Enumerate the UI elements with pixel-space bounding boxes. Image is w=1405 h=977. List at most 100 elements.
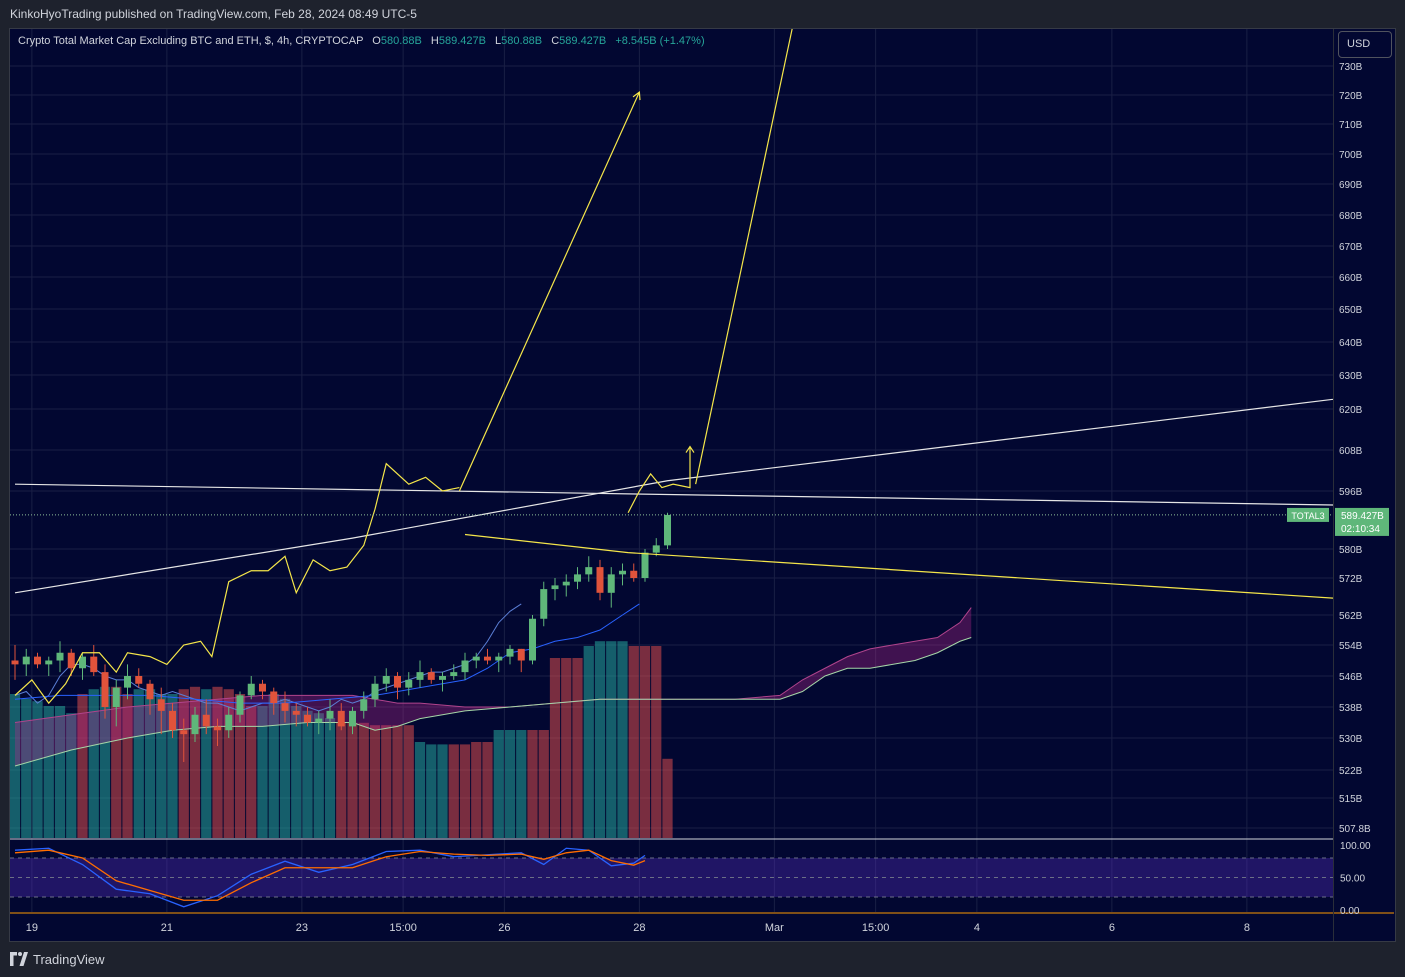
countdown-value: 02:10:34 <box>1341 524 1380 535</box>
volume-bar <box>54 706 66 838</box>
candle-body <box>529 618 536 661</box>
candle-body <box>641 552 649 578</box>
time-axis[interactable]: 19 21 23 15:00 26 28 Mar 15:00 4 6 8 <box>26 922 1250 934</box>
price-tick-label: 640B <box>1339 338 1363 349</box>
close-label: C <box>551 35 560 47</box>
candle-body <box>169 710 176 731</box>
candle-body <box>270 691 278 704</box>
volume-bar <box>628 646 639 838</box>
candle-body <box>326 710 334 719</box>
price-tick-label: 620B <box>1339 405 1363 416</box>
stoch-rsi-pane <box>10 847 1333 908</box>
volume-bar <box>133 689 144 838</box>
volume-bar <box>448 744 459 838</box>
open-label: O <box>372 35 381 47</box>
price-tick-label: 554B <box>1339 641 1363 652</box>
candle-body <box>34 656 41 665</box>
axis-separator <box>1333 29 1334 941</box>
time-tick-label: 8 <box>1244 922 1250 934</box>
candle-body <box>349 710 356 727</box>
volume-bar <box>279 698 291 838</box>
volume-bar <box>144 689 156 838</box>
flat-trendline <box>14 483 1333 506</box>
volume-bar <box>493 730 504 838</box>
volume-bar <box>482 742 493 838</box>
price-tick-label: 730B <box>1339 62 1363 73</box>
candle-body <box>337 710 345 727</box>
candle-body <box>202 714 210 727</box>
volume-bar <box>167 694 178 838</box>
volume-bar <box>369 725 381 838</box>
volume-bar <box>426 744 437 838</box>
candle-body <box>652 545 660 553</box>
low-label: L <box>495 35 502 47</box>
time-tick-label: 21 <box>161 922 173 934</box>
yellow-support-line <box>464 533 1333 599</box>
volume-bar <box>178 689 189 838</box>
price-tick-label: 630B <box>1339 371 1363 382</box>
volume-bar <box>324 718 336 838</box>
stoch-k-line <box>14 847 646 908</box>
candle-body <box>427 672 435 680</box>
candle-body <box>607 574 615 593</box>
candle-body <box>315 718 323 723</box>
candle-body <box>180 730 188 735</box>
volume-bar <box>21 698 32 838</box>
candle-body <box>292 710 300 715</box>
time-tick-label: 6 <box>1109 922 1115 934</box>
candle-body <box>22 656 30 665</box>
volume-bar <box>414 742 426 838</box>
close-value: 589.427B <box>559 35 607 47</box>
footer-brand: TradingView <box>33 952 105 967</box>
publisher-header: KinkoHyoTrading published on TradingView… <box>0 0 1405 28</box>
candle-body <box>495 656 503 661</box>
currency-button[interactable]: USD <box>1338 31 1392 58</box>
price-tick-label: 580B <box>1339 545 1363 556</box>
price-tick-label: 572B <box>1339 574 1363 585</box>
last-price-value: 589.427B <box>1341 511 1384 522</box>
price-tick-label: 700B <box>1339 150 1363 161</box>
volume-bar <box>43 706 54 838</box>
candle-body <box>124 676 131 688</box>
volume-bar <box>257 706 268 838</box>
change-value: +8.545B (+1.47%) <box>615 35 705 47</box>
price-tick-label: 720B <box>1339 91 1363 102</box>
candle-body <box>416 672 424 680</box>
projection-path-2 <box>627 446 691 514</box>
candlesticks <box>11 512 671 762</box>
volume-bar <box>392 725 403 838</box>
open-value: 580.88B <box>380 35 422 47</box>
candle-body <box>11 660 19 665</box>
high-label: H <box>430 35 439 47</box>
candle-body <box>619 570 626 575</box>
volume-bar <box>403 725 414 838</box>
last-price-badge: TOTAL3 589.427B 02:10:34 <box>1287 507 1389 536</box>
volume-bar <box>459 744 471 838</box>
symbol-legend[interactable]: Crypto Total Market Cap Excluding BTC an… <box>18 35 705 47</box>
projection-arrow-1-head <box>632 90 641 101</box>
time-tick-label: 28 <box>633 922 645 934</box>
time-tick-label: 26 <box>498 922 510 934</box>
candle-body <box>540 589 548 619</box>
volume-bar <box>291 706 302 838</box>
stoch-band-fill <box>10 858 1333 897</box>
volume-bar <box>302 710 313 838</box>
price-tick-label: 515B <box>1339 794 1363 805</box>
price-tick-label: 522B <box>1339 766 1363 777</box>
candle-body <box>439 676 446 680</box>
volume-bar <box>617 641 628 838</box>
price-tick-label: 690B <box>1339 180 1363 191</box>
volume-bar <box>156 694 167 838</box>
price-tick-label: 596B <box>1339 487 1363 498</box>
volume-bar <box>651 646 662 838</box>
volume-bar <box>268 694 279 838</box>
price-tick-label: 530B <box>1339 734 1363 745</box>
volume-bar <box>516 730 527 838</box>
price-axis[interactable]: 730B 720B 710B 700B 690B 680B 670B 660B 650B 640B… <box>1339 62 1371 917</box>
stoch-tick-label: 0.00 <box>1340 906 1360 917</box>
candle-body <box>90 656 98 673</box>
candle-body <box>135 676 143 684</box>
volume-bar <box>381 725 392 838</box>
